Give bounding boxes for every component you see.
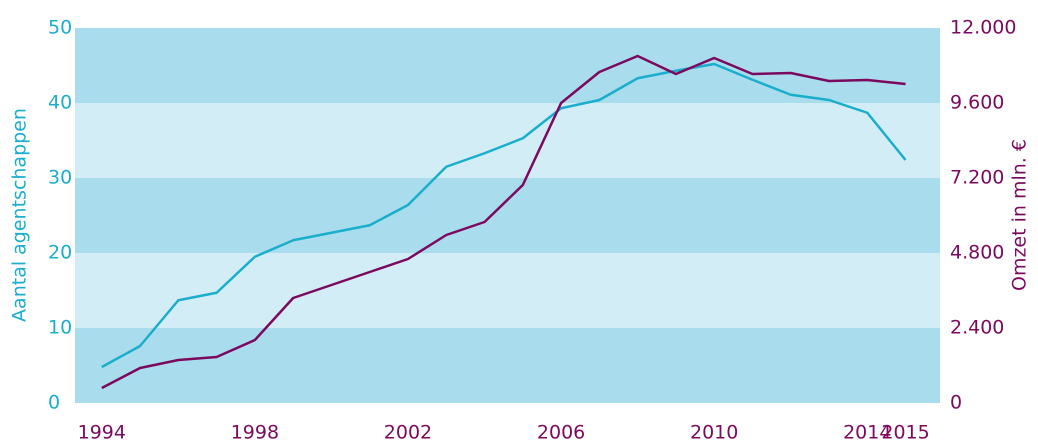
y-tick-label: 30 [48, 167, 72, 189]
x-tick-label: 1998 [231, 422, 279, 444]
x-tick-label: 1994 [78, 422, 126, 444]
grid-band [75, 328, 940, 403]
y-tick-label: 20 [48, 242, 72, 264]
grid-band [75, 178, 940, 253]
y-tick-label: 0 [48, 392, 60, 414]
x-tick-label: 2002 [384, 422, 432, 444]
y2-tick-label: 7.200 [950, 167, 1004, 189]
y-axis-label: Aantal agentschappen [9, 108, 31, 322]
x-tick-label: 2014 [843, 422, 891, 444]
y2-tick-label: 0 [950, 392, 962, 414]
y2-tick-label: 4.800 [950, 242, 1004, 264]
grid-band [75, 28, 940, 103]
grid-band [75, 103, 940, 178]
y2-tick-label: 12.000 [950, 17, 1016, 39]
y2-tick-label: 9.600 [950, 92, 1004, 114]
y-tick-label: 10 [48, 317, 72, 339]
x-tick-label: 2006 [537, 422, 585, 444]
grid-band [75, 253, 940, 328]
x-tick-label: 2015 [881, 422, 929, 444]
y2-axis-label: Omzet in mln. € [1009, 139, 1031, 291]
x-tick-label: 2010 [690, 422, 738, 444]
y-tick-label: 40 [48, 92, 72, 114]
series-line [101, 54, 906, 390]
series-line [101, 62, 907, 369]
y-tick-label: 50 [48, 17, 72, 39]
y2-tick-label: 2.400 [950, 317, 1004, 339]
